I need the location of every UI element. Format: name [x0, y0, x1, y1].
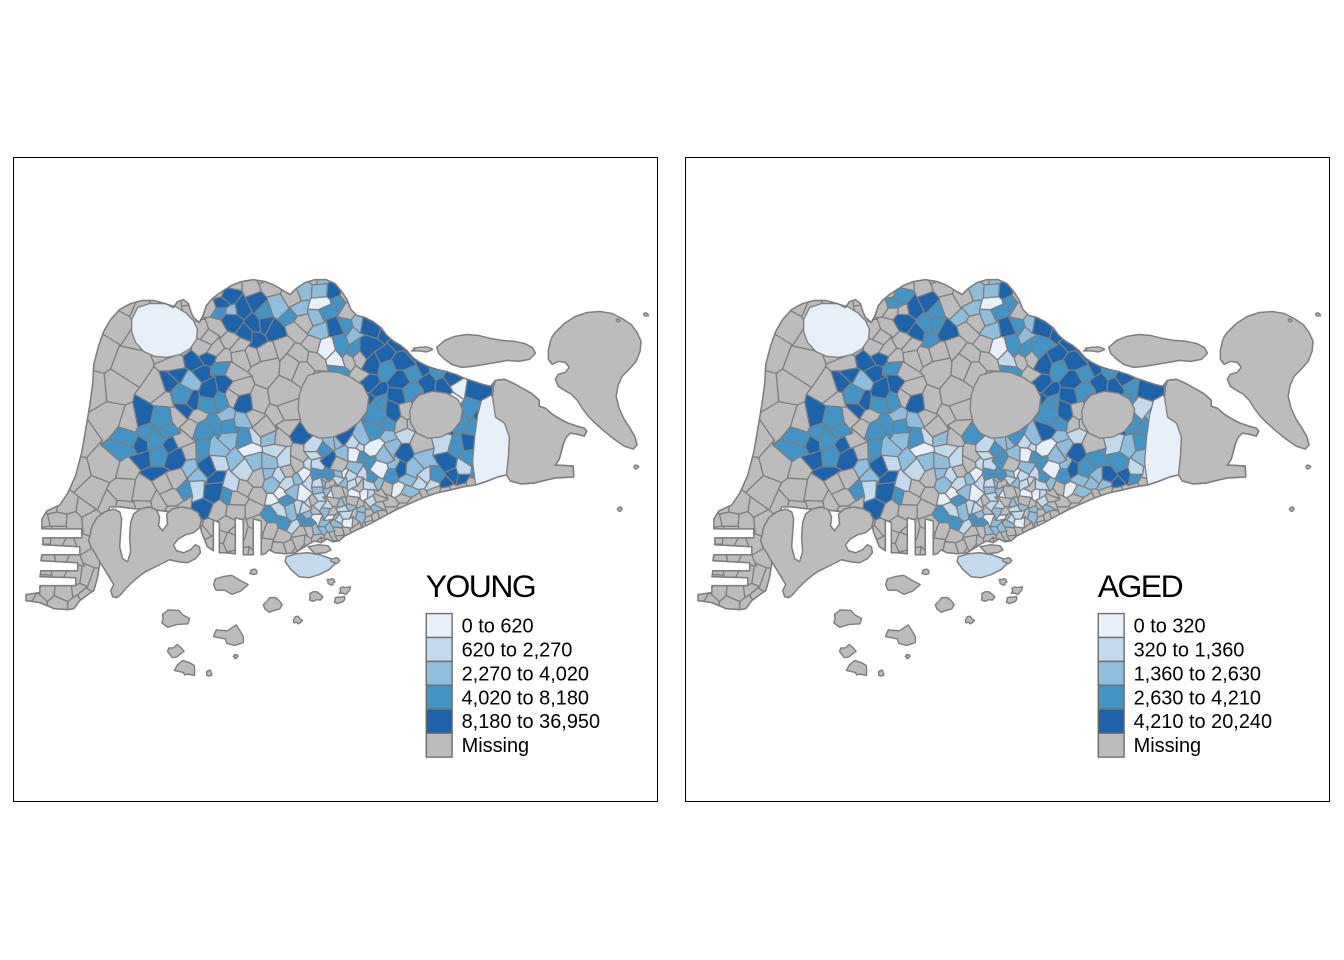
svg-text:8,180 to 36,950: 8,180 to 36,950	[462, 711, 600, 733]
svg-text:4,020 to 8,180: 4,020 to 8,180	[462, 687, 589, 709]
svg-text:4,210 to 20,240: 4,210 to 20,240	[1134, 711, 1272, 733]
svg-text:620 to 2,270: 620 to 2,270	[462, 639, 573, 661]
svg-text:1,360 to 2,630: 1,360 to 2,630	[1134, 663, 1261, 685]
svg-text:0 to 620: 0 to 620	[462, 616, 534, 638]
svg-text:Missing: Missing	[1134, 735, 1202, 757]
svg-text:320 to 1,360: 320 to 1,360	[1134, 639, 1245, 661]
svg-text:YOUNG: YOUNG	[426, 568, 535, 604]
svg-text:Missing: Missing	[462, 735, 530, 757]
svg-text:AGED: AGED	[1098, 568, 1183, 604]
svg-text:2,630 to 4,210: 2,630 to 4,210	[1134, 687, 1261, 709]
svg-text:0 to 320: 0 to 320	[1134, 616, 1206, 638]
svg-text:2,270 to 4,020: 2,270 to 4,020	[462, 663, 589, 685]
